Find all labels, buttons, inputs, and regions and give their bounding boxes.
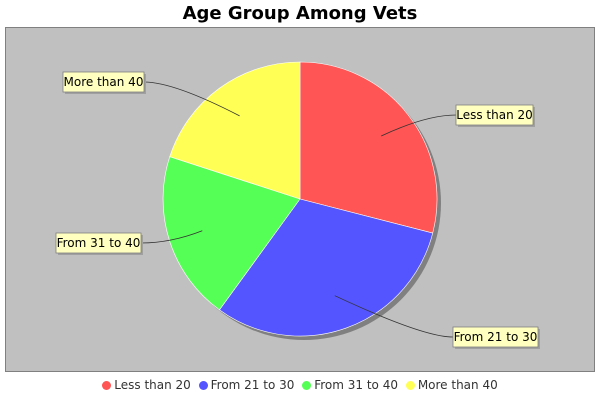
slice-label: More than 40	[64, 75, 144, 89]
legend-label: Less than 20	[114, 378, 191, 392]
chart-title: Age Group Among Vets	[182, 3, 418, 24]
pie-slice	[169, 61, 301, 200]
slice-label: From 31 to 40	[57, 236, 141, 250]
legend-label: More than 40	[417, 378, 498, 392]
label-leader-line	[143, 81, 240, 117]
pie-layer: Less than 20 From 21 to 30 From 31 to 40 Mo…	[55, 61, 540, 349]
pie-slice	[299, 61, 438, 234]
legend-item: From 31 to 40	[302, 378, 398, 392]
legend: Less than 20 From 21 to 30 From 31 to 40…	[0, 378, 600, 392]
label-leader-line	[381, 114, 457, 137]
label-leader-line	[334, 295, 454, 338]
slice-label: Less than 20	[456, 108, 533, 122]
legend-label: From 21 to 30	[210, 378, 295, 392]
slice-label-box	[452, 326, 539, 348]
slice-label: From 21 to 30	[454, 330, 538, 344]
legend-swatch	[302, 381, 312, 390]
legend-swatch	[405, 381, 415, 390]
legend-swatch	[102, 381, 112, 390]
legend-item: From 21 to 30	[198, 378, 295, 392]
pie-slice	[219, 198, 434, 337]
legend-item: Less than 20	[102, 378, 191, 392]
label-leader-line	[140, 230, 203, 244]
legend-item: More than 40	[405, 378, 498, 392]
legend-swatch	[198, 381, 208, 390]
slice-label-box	[55, 232, 142, 254]
pie-slice	[162, 156, 301, 311]
slice-label-box	[455, 104, 534, 126]
slice-label-box	[62, 71, 145, 93]
legend-label: From 31 to 40	[314, 378, 398, 392]
